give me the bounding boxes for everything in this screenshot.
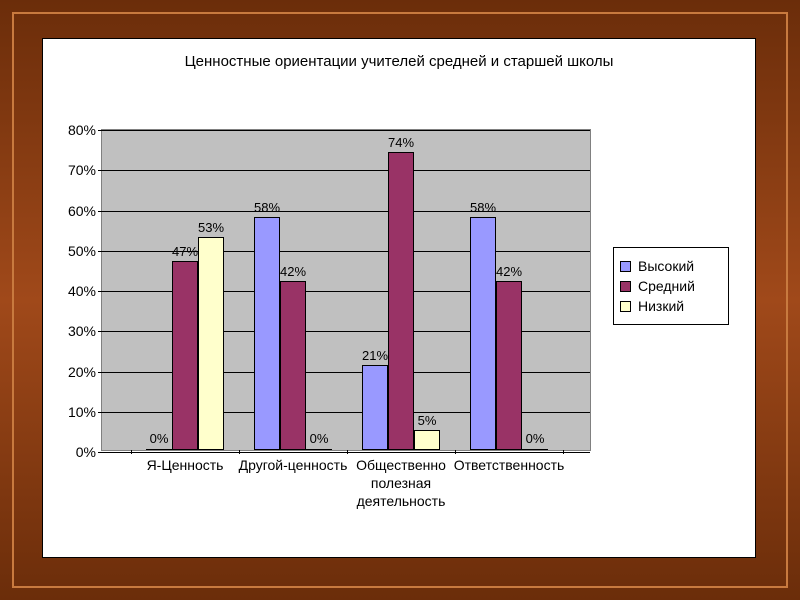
- y-tick: [98, 331, 102, 332]
- gridline: [102, 211, 590, 212]
- y-tick: [98, 372, 102, 373]
- bar: 21%: [362, 365, 388, 450]
- bar: 47%: [172, 261, 198, 450]
- legend: Высокий Средний Низкий: [613, 247, 729, 325]
- y-tick: [98, 130, 102, 131]
- bar-value-label: 0%: [150, 431, 169, 446]
- y-tick: [98, 412, 102, 413]
- bar-value-label: 53%: [198, 220, 224, 235]
- bar-value-label: 47%: [172, 244, 198, 259]
- y-axis-label: 30%: [68, 323, 96, 339]
- legend-item: Средний: [620, 278, 722, 294]
- bar: 74%: [388, 152, 414, 450]
- y-axis-label: 40%: [68, 283, 96, 299]
- bar: 0%: [522, 449, 548, 450]
- legend-item: Высокий: [620, 258, 722, 274]
- x-tick: [239, 450, 240, 454]
- chart-title: Ценностные ориентации учителей средней и…: [43, 53, 755, 70]
- bar: 58%: [254, 217, 280, 450]
- bar-value-label: 0%: [310, 431, 329, 446]
- y-axis-label: 80%: [68, 122, 96, 138]
- slide-background: Ценностные ориентации учителей средней и…: [0, 0, 800, 600]
- bar-value-label: 5%: [418, 413, 437, 428]
- y-axis-label: 20%: [68, 364, 96, 380]
- legend-item: Низкий: [620, 298, 722, 314]
- legend-swatch: [620, 281, 631, 292]
- y-tick: [98, 211, 102, 212]
- chart-panel: Ценностные ориентации учителей средней и…: [42, 38, 756, 558]
- y-axis-label: 0%: [76, 444, 96, 460]
- legend-label: Низкий: [638, 298, 684, 314]
- legend-swatch: [620, 261, 631, 272]
- plot-area: 0%10%20%30%40%50%60%70%80%0%47%53%Я-Ценн…: [101, 129, 591, 451]
- x-tick: [131, 450, 132, 454]
- bar-value-label: 74%: [388, 135, 414, 150]
- x-axis-label: Ответственность: [445, 456, 573, 474]
- gridline: [102, 452, 590, 453]
- gridline: [102, 130, 590, 131]
- bar-value-label: 21%: [362, 348, 388, 363]
- bar: 53%: [198, 237, 224, 450]
- y-axis-label: 50%: [68, 243, 96, 259]
- y-axis-label: 10%: [68, 404, 96, 420]
- bar: 0%: [146, 449, 172, 450]
- bar: 58%: [470, 217, 496, 450]
- x-tick: [347, 450, 348, 454]
- bar: 42%: [496, 281, 522, 450]
- x-tick: [455, 450, 456, 454]
- y-tick: [98, 170, 102, 171]
- bar-value-label: 0%: [526, 431, 545, 446]
- y-tick: [98, 291, 102, 292]
- legend-swatch: [620, 301, 631, 312]
- bar-value-label: 42%: [280, 264, 306, 279]
- bar-value-label: 58%: [254, 200, 280, 215]
- gridline: [102, 170, 590, 171]
- legend-label: Средний: [638, 278, 695, 294]
- bar: 42%: [280, 281, 306, 450]
- y-axis-label: 60%: [68, 203, 96, 219]
- y-tick: [98, 452, 102, 453]
- bar: 0%: [306, 449, 332, 450]
- y-axis-label: 70%: [68, 162, 96, 178]
- x-tick: [563, 450, 564, 454]
- y-tick: [98, 251, 102, 252]
- legend-label: Высокий: [638, 258, 694, 274]
- bar: 5%: [414, 430, 440, 450]
- bar-value-label: 42%: [496, 264, 522, 279]
- bar-value-label: 58%: [470, 200, 496, 215]
